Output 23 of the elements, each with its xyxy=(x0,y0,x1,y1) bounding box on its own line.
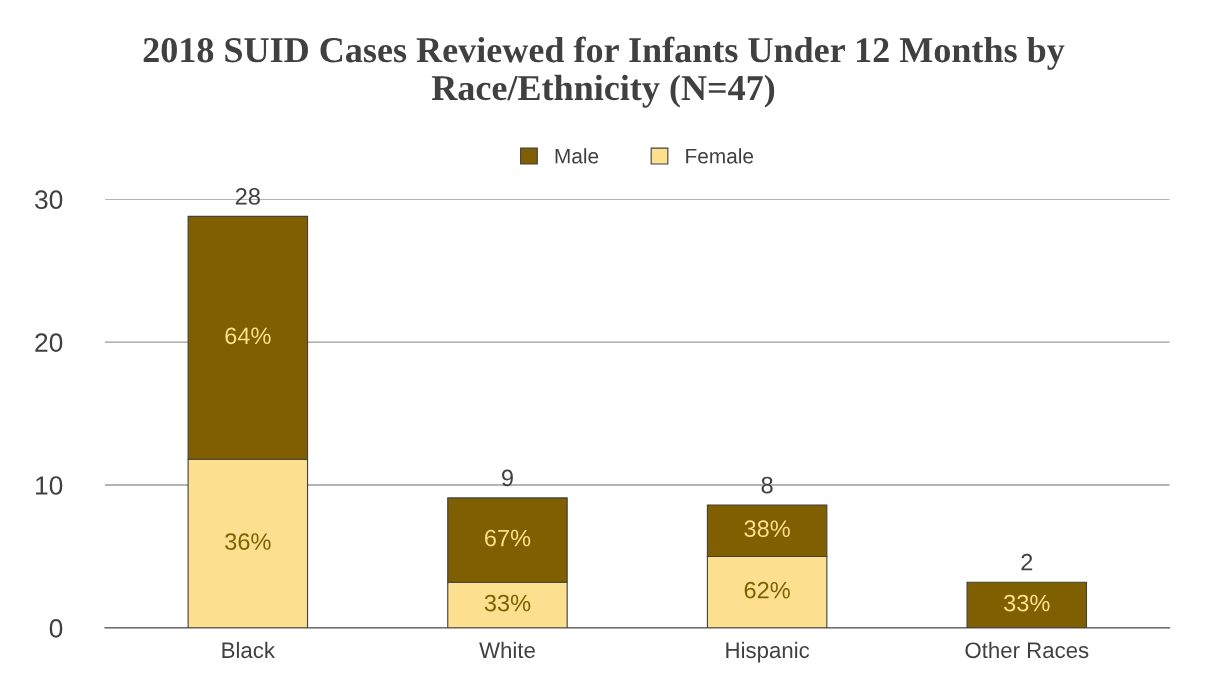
annotation: 67% xyxy=(485,529,531,547)
annotation: 33% xyxy=(484,594,531,612)
y-tick-label: 30 xyxy=(35,190,63,210)
y-tick-label: 10 xyxy=(36,476,63,495)
x-tick-label: Other Races xyxy=(965,641,1089,659)
annotation: 33% xyxy=(1004,594,1050,612)
annotation: 38% xyxy=(744,520,790,538)
legend-label: Male xyxy=(555,148,599,164)
x-tick-label: Black xyxy=(222,641,276,659)
bar xyxy=(966,581,1088,628)
x-tick-label: Hispanic xyxy=(726,641,810,663)
annotation: 36% xyxy=(225,533,271,550)
total-label: 2 xyxy=(1021,553,1033,571)
y-tick-label: 20 xyxy=(35,333,63,352)
annotation: 62% xyxy=(744,581,790,599)
annotation: 64% xyxy=(225,327,271,345)
x-tick-label: White xyxy=(479,641,535,659)
total-label: 8 xyxy=(761,476,773,494)
total-label: 28 xyxy=(235,188,260,205)
legend-label: Female xyxy=(686,148,754,164)
chart-title: 2018 SUID Cases Reviewed for Infants Under 12 Months by Race/Ethnicity (N=47) xyxy=(143,36,1065,108)
y-tick-label: 0 xyxy=(49,619,63,638)
total-label: 9 xyxy=(502,469,513,487)
